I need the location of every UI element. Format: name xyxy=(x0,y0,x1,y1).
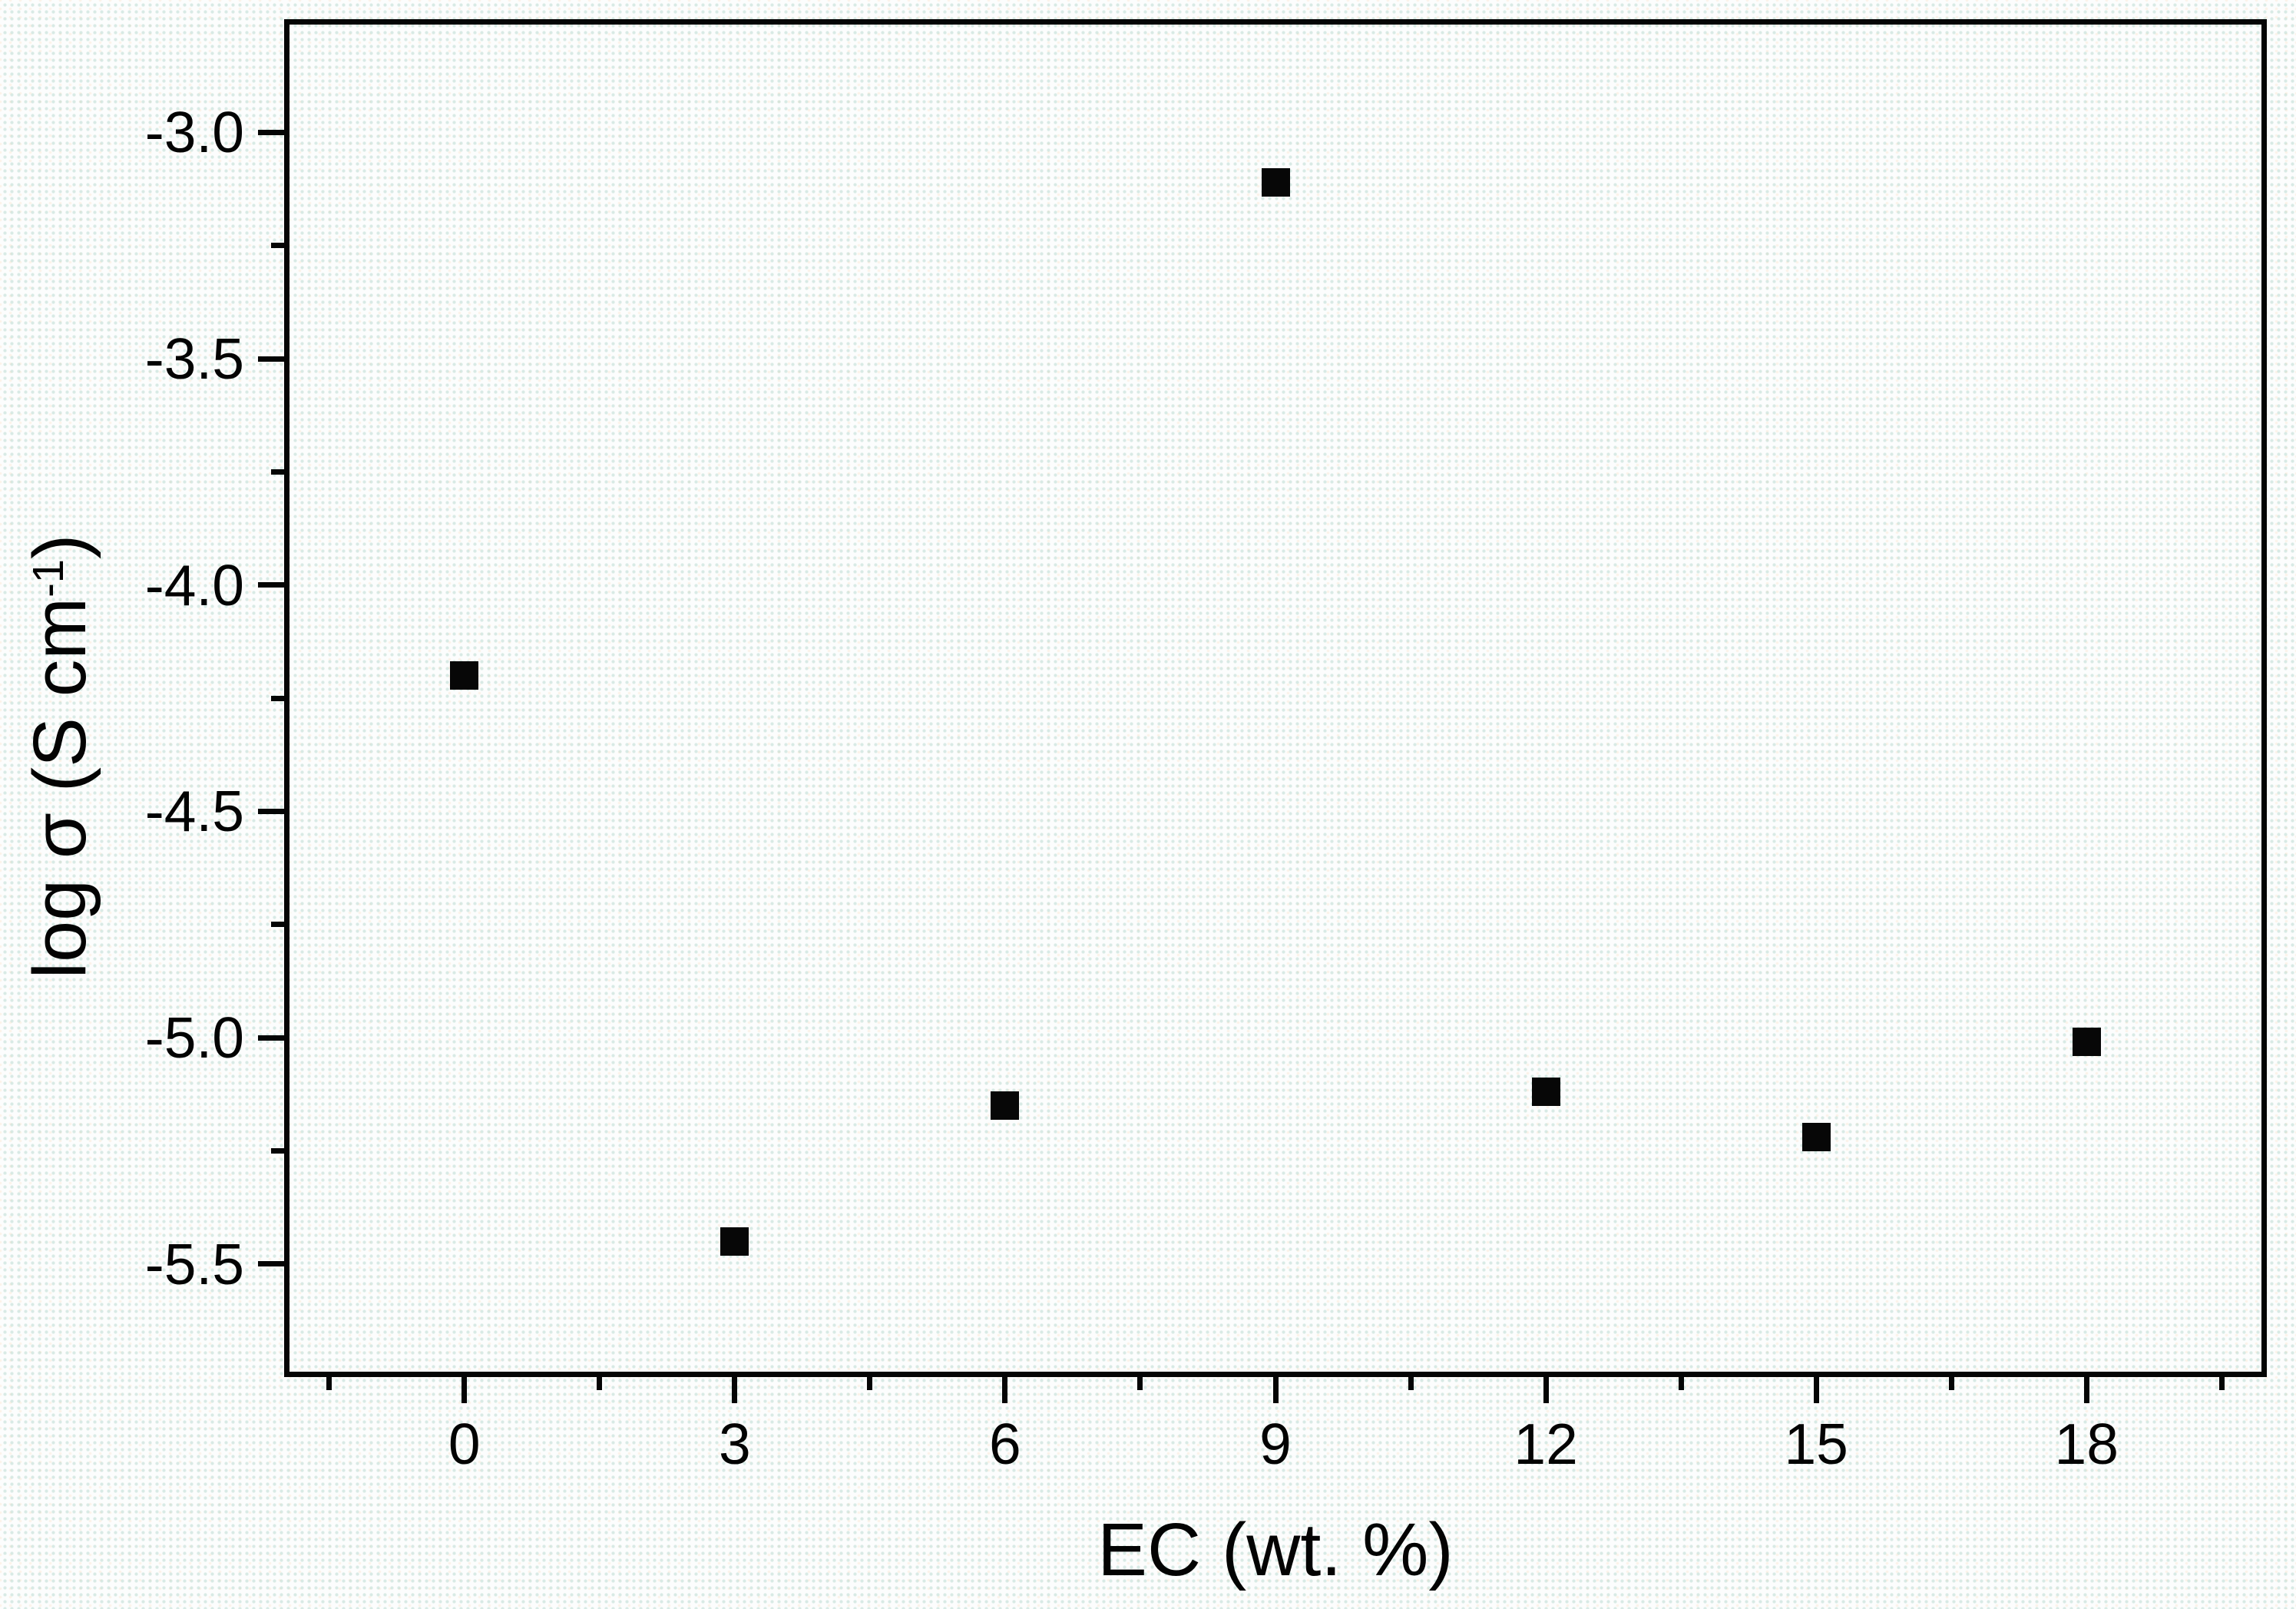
y-major-tick xyxy=(258,1261,284,1267)
x-major-tick xyxy=(462,1377,468,1403)
data-point-marker xyxy=(1531,1078,1560,1107)
y-tick-label: -3.5 xyxy=(144,326,244,391)
plot-frame xyxy=(284,19,2267,1377)
data-point-marker xyxy=(1261,167,1290,197)
y-minor-tick xyxy=(271,468,284,475)
data-point-marker xyxy=(1801,1123,1831,1152)
x-minor-tick xyxy=(1137,1377,1143,1390)
x-axis-title: EC (wt. %) xyxy=(1097,1508,1454,1591)
y-minor-tick xyxy=(271,1147,284,1154)
data-point-marker xyxy=(720,1227,749,1256)
y-major-tick xyxy=(258,1035,284,1041)
y-tick-label: -4.5 xyxy=(144,779,244,844)
x-major-tick xyxy=(1272,1377,1279,1403)
x-minor-tick xyxy=(867,1377,873,1390)
x-minor-tick xyxy=(1408,1377,1414,1390)
x-minor-tick xyxy=(2218,1377,2225,1390)
y-major-tick xyxy=(258,808,284,814)
y-tick-label: -3.0 xyxy=(144,100,244,165)
y-tick-label: -4.0 xyxy=(144,552,244,617)
y-major-tick xyxy=(258,129,284,135)
x-major-tick xyxy=(732,1377,738,1403)
y-axis-title-superscript: -1 xyxy=(23,558,72,598)
x-tick-label: 12 xyxy=(1514,1412,1578,1476)
x-tick-label: 15 xyxy=(1784,1412,1848,1476)
x-major-tick xyxy=(1813,1377,1819,1403)
y-minor-tick xyxy=(271,922,284,928)
y-minor-tick xyxy=(271,243,284,249)
x-tick-label: 18 xyxy=(2054,1412,2119,1476)
data-point-marker xyxy=(450,661,479,690)
y-tick-label: -5.0 xyxy=(144,1005,244,1070)
y-major-tick xyxy=(258,582,284,588)
data-point-marker xyxy=(2072,1028,2101,1057)
data-point-marker xyxy=(991,1091,1020,1120)
x-tick-label: 6 xyxy=(989,1412,1021,1476)
x-minor-tick xyxy=(1678,1377,1684,1390)
x-tick-label: 9 xyxy=(1259,1412,1292,1476)
x-minor-tick xyxy=(597,1377,603,1390)
y-tick-label: -5.5 xyxy=(144,1231,244,1296)
x-major-tick xyxy=(2083,1377,2089,1403)
x-major-tick xyxy=(1543,1377,1549,1403)
x-minor-tick xyxy=(1948,1377,1954,1390)
x-tick-label: 0 xyxy=(448,1412,481,1476)
y-major-tick xyxy=(258,356,284,362)
x-tick-label: 3 xyxy=(718,1412,751,1476)
x-major-tick xyxy=(1002,1377,1008,1403)
y-minor-tick xyxy=(271,695,284,701)
x-minor-tick xyxy=(326,1377,332,1390)
